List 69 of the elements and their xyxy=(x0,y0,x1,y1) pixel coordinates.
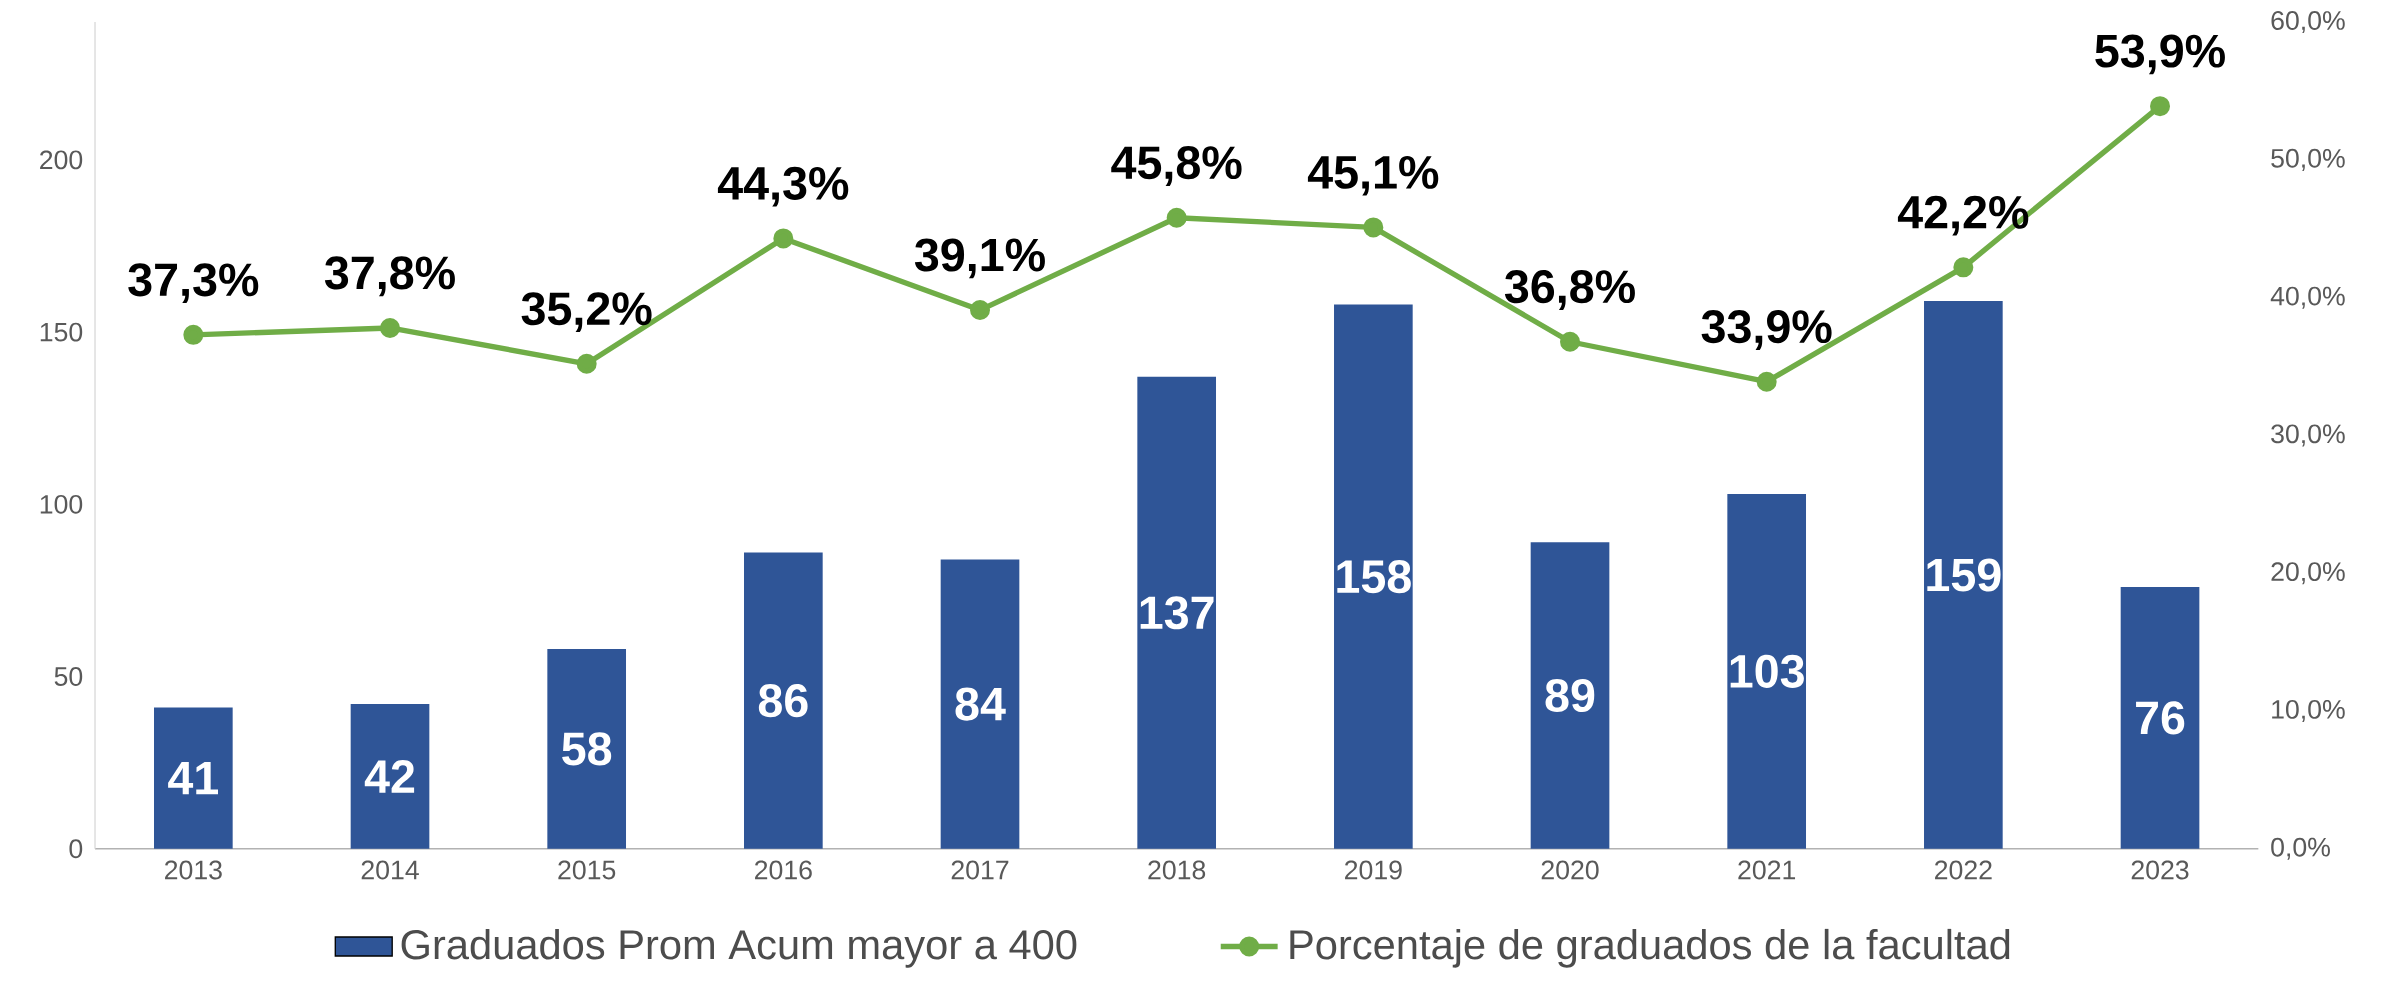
bar xyxy=(1137,376,1217,849)
bar xyxy=(744,552,823,849)
y-tick-label: 50 xyxy=(54,667,83,687)
data-label: 76 xyxy=(2136,701,2185,735)
data-label: 41 xyxy=(168,762,219,795)
point xyxy=(970,300,991,321)
y-tick-label: 150 xyxy=(40,322,83,342)
data-label: 58 xyxy=(562,732,612,766)
data-label: 103 xyxy=(1730,654,1804,689)
bar xyxy=(1727,494,1807,849)
point xyxy=(1363,217,1384,238)
bar xyxy=(1530,542,1610,849)
data-label: 44,3% xyxy=(717,166,849,207)
y-tick-label: 0 xyxy=(69,839,83,859)
x-tick-label: 2018 xyxy=(1148,860,1206,880)
data-label: 37,3% xyxy=(128,263,259,304)
bar xyxy=(2120,587,2200,849)
x-tick-label: 2023 xyxy=(2131,860,2189,880)
bar xyxy=(1334,304,1413,849)
data-label: 33,9% xyxy=(1701,310,1832,351)
data-label: 45,1% xyxy=(1307,156,1439,196)
data-label: 158 xyxy=(1337,560,1411,594)
x-tick-label: 2013 xyxy=(165,860,222,880)
point xyxy=(1560,331,1581,352)
bar xyxy=(547,649,627,849)
bar xyxy=(154,707,233,849)
data-label: 45,8% xyxy=(1111,146,1242,187)
legend-label: Porcentaje de graduados de la facultad xyxy=(1290,928,2010,968)
y2-tick-label: 10,0% xyxy=(2272,700,2345,723)
data-label: 159 xyxy=(1927,558,2001,592)
x-tick-label: 2019 xyxy=(1345,860,1402,880)
point xyxy=(380,318,401,339)
x-tick-label: 2017 xyxy=(951,860,1009,880)
data-label: 36,8% xyxy=(1504,270,1635,311)
y2-tick-label: 20,0% xyxy=(2271,562,2345,585)
legend-label: Graduados Prom Acum mayor a 400 xyxy=(401,928,1077,968)
data-label: 89 xyxy=(1545,679,1595,713)
x-tick-label: 2021 xyxy=(1738,860,1796,880)
data-label: 137 xyxy=(1140,596,1214,630)
y2-tick-label: 40,0% xyxy=(2270,286,2345,309)
bar xyxy=(350,704,430,849)
point xyxy=(183,324,204,345)
x-tick-label: 2015 xyxy=(558,860,616,880)
bar xyxy=(940,559,1020,849)
y2-tick-label: 60,0% xyxy=(2271,11,2345,34)
data-label: 35,2% xyxy=(521,292,652,333)
x-tick-label: 2016 xyxy=(755,860,812,880)
data-label: 84 xyxy=(955,687,1006,721)
x-tick-label: 2020 xyxy=(1541,860,1599,880)
data-label: 37,8% xyxy=(324,256,455,297)
x-tick-label: 2022 xyxy=(1935,860,1992,880)
data-label: 42 xyxy=(364,760,415,793)
y-tick-label: 100 xyxy=(40,495,83,514)
y2-tick-label: 0,0% xyxy=(2271,837,2330,860)
point xyxy=(1953,257,1974,278)
point xyxy=(2150,96,2171,117)
x-tick-label: 2014 xyxy=(361,860,419,880)
data-label: 42,2% xyxy=(1897,195,2029,236)
data-label: 86 xyxy=(758,684,808,718)
data-label: 39,1% xyxy=(914,238,1045,279)
point xyxy=(576,353,597,374)
point xyxy=(773,228,794,249)
point xyxy=(1756,371,1777,392)
y2-tick-label: 30,0% xyxy=(2271,424,2345,447)
point xyxy=(1166,207,1187,228)
y-tick-label: 200 xyxy=(40,150,83,170)
y2-tick-label: 50,0% xyxy=(2271,148,2345,171)
data-label: 53,9% xyxy=(2095,34,2225,75)
bar xyxy=(1924,301,2003,849)
